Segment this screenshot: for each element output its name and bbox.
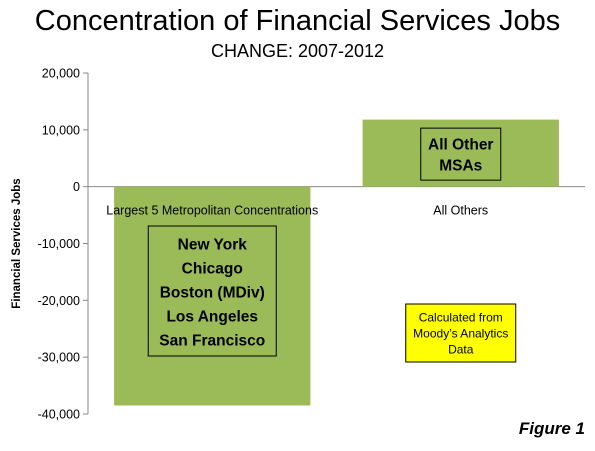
metros-annotation-line: Boston (MDiv) [160, 285, 265, 302]
source-note-line: Calculated from [419, 310, 503, 324]
x-category-label: Largest 5 Metropolitan Concentrations [106, 204, 318, 218]
source-note-box [405, 303, 517, 363]
x-category-label: All Others [433, 204, 488, 218]
y-tick-label: 0 [73, 180, 80, 194]
others-annotation-line: MSAs [439, 158, 482, 175]
chart-title: Concentration of Financial Services Jobs [34, 5, 561, 37]
metros-annotation-box [147, 225, 277, 357]
y-tick-label: -10,000 [38, 237, 80, 251]
metros-annotation-line: Los Angeles [166, 309, 258, 326]
y-axis-title: Financial Services Jobs [11, 178, 23, 308]
bar-largest-5 [114, 186, 311, 406]
metros-annotation-line: San Francisco [159, 333, 265, 350]
y-tick-label: -40,000 [38, 408, 80, 422]
source-note-line: Moody’s Analytics [413, 326, 508, 340]
others-annotation-box [420, 127, 502, 181]
source-note-line: Data [448, 342, 474, 356]
others-annotation-line: All Other [428, 137, 493, 154]
figure-label: Figure 1 [518, 419, 585, 438]
y-tick-label: -20,000 [38, 294, 80, 308]
metros-annotation-line: Chicago [182, 261, 243, 278]
y-tick-label: 20,000 [42, 67, 80, 81]
y-tick-label: 10,000 [42, 123, 80, 137]
metros-annotation-line: New York [178, 237, 248, 254]
y-tick-label: -30,000 [38, 351, 80, 365]
bar-all-others [362, 119, 559, 187]
chart-subtitle: CHANGE: 2007-2012 [210, 41, 385, 61]
